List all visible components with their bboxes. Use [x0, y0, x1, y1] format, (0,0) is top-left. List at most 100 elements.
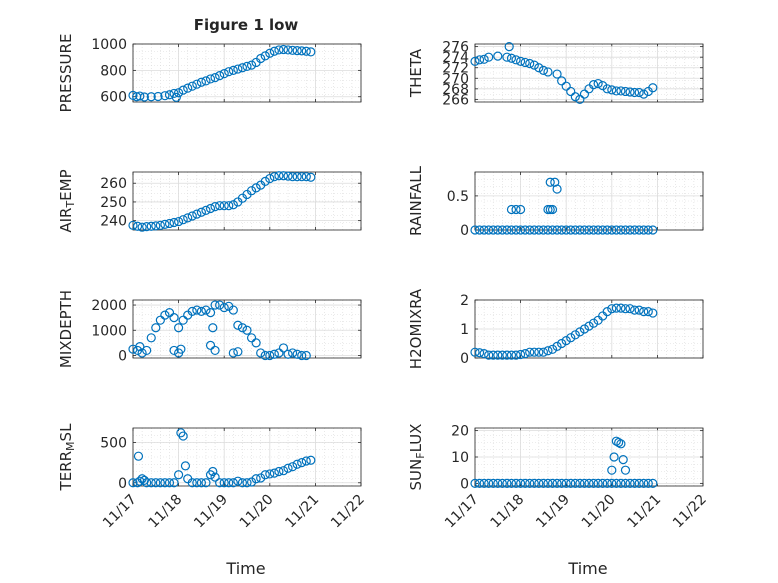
data-point — [146, 333, 156, 343]
data-point — [598, 225, 608, 235]
data-point — [242, 61, 252, 72]
data-point — [484, 225, 494, 235]
data-point — [547, 478, 558, 488]
data-point — [256, 53, 266, 64]
data-point — [525, 347, 535, 357]
data-point — [246, 60, 257, 70]
data-point — [283, 463, 293, 473]
data-point — [288, 348, 298, 358]
data-point — [128, 220, 138, 230]
data-point — [629, 225, 640, 235]
axes-box — [132, 171, 362, 231]
data-point — [529, 60, 539, 70]
y-axis-label: SUNFLUX — [407, 424, 427, 491]
data-point — [552, 225, 562, 235]
data-point — [133, 451, 144, 461]
data-point — [506, 204, 517, 215]
data-point — [497, 225, 507, 235]
x-tick-label: 11/19 — [191, 492, 231, 532]
y-tick-label: 10 — [451, 450, 469, 466]
data-point — [525, 58, 535, 69]
data-point — [616, 478, 626, 488]
data-point — [215, 71, 225, 81]
data-point — [602, 225, 612, 235]
data-point — [479, 349, 489, 359]
data-point — [529, 478, 539, 488]
axes-box — [132, 43, 362, 103]
data-point — [493, 478, 503, 488]
data-point — [470, 347, 480, 357]
data-point — [288, 172, 298, 182]
data-point — [538, 225, 549, 235]
axes-box — [474, 43, 704, 103]
data-point — [274, 171, 284, 181]
data-point — [611, 303, 621, 313]
data-point — [479, 225, 489, 235]
data-point — [639, 307, 649, 317]
y-tick-label: 268 — [442, 82, 469, 98]
data-point — [493, 225, 503, 235]
y-axis-label-main: AIR — [57, 208, 75, 233]
axes-box — [474, 299, 704, 359]
data-point — [525, 478, 535, 488]
data-point — [269, 172, 279, 182]
data-point — [278, 171, 289, 181]
data-point — [520, 478, 530, 488]
figure-title: Figure 1 low — [194, 16, 299, 34]
data-point — [196, 77, 206, 87]
y-tick-label: 250 — [100, 195, 127, 211]
data-point — [552, 69, 562, 79]
data-point — [201, 205, 211, 215]
data-point — [219, 302, 229, 313]
data-point — [557, 478, 567, 488]
data-point — [278, 466, 289, 476]
axes-box — [132, 427, 362, 487]
data-point — [224, 201, 234, 211]
data-point — [178, 431, 188, 441]
data-point — [228, 200, 238, 210]
data-point — [511, 478, 521, 488]
data-point — [260, 51, 270, 61]
data-point — [187, 81, 197, 91]
data-point — [547, 204, 558, 215]
data-point — [629, 87, 640, 98]
data-point — [301, 350, 311, 361]
x-tick-label: 11/22 — [328, 492, 368, 532]
data-point — [135, 476, 145, 486]
data-point — [629, 478, 640, 488]
data-point — [625, 304, 635, 314]
y-tick-label: 0 — [118, 348, 127, 364]
subplot-5: 0 1000 2000 MIXDEPTH — [57, 290, 362, 368]
data-point — [602, 478, 612, 488]
data-point — [607, 85, 617, 95]
data-point — [265, 469, 275, 479]
x-tick-label: 11/20 — [579, 492, 619, 532]
data-point — [561, 225, 571, 235]
data-point — [520, 225, 530, 235]
data-point — [504, 42, 514, 52]
y-axis-label-main: THETA — [407, 48, 425, 98]
x-axis-title-right: Time — [567, 559, 607, 578]
axes-box — [132, 299, 362, 359]
data-point — [618, 455, 628, 465]
data-point — [648, 83, 658, 93]
data-point — [579, 324, 590, 334]
y-axis-label: RAINFALL — [407, 165, 425, 236]
y-axis-label: AIRTEMP — [57, 169, 77, 232]
data-point — [278, 44, 289, 55]
data-point — [187, 306, 197, 316]
data-point — [620, 465, 631, 475]
data-point — [502, 225, 512, 235]
data-point — [187, 478, 197, 488]
axes-box — [474, 427, 704, 487]
data-point — [538, 65, 549, 75]
data-point — [283, 349, 293, 359]
data-point — [169, 313, 179, 323]
data-point — [552, 184, 562, 194]
y-tick-label: 272 — [442, 61, 469, 77]
data-point — [479, 54, 489, 64]
data-point — [274, 348, 284, 358]
data-point — [260, 350, 270, 361]
data-point — [208, 323, 218, 333]
data-point — [525, 225, 535, 235]
